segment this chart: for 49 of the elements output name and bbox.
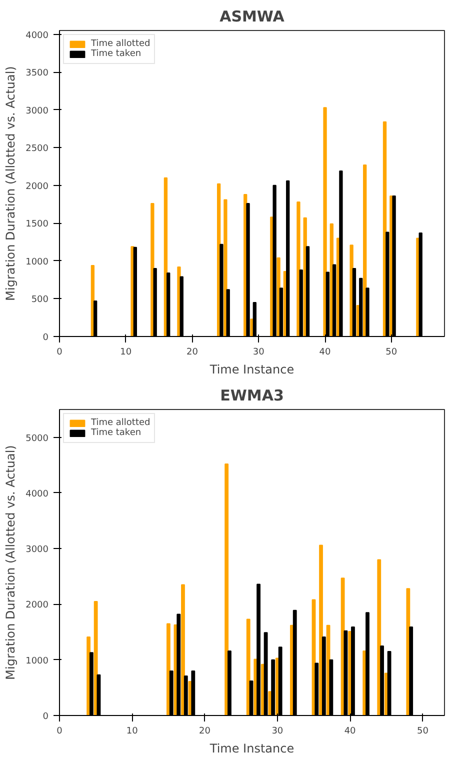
x-tick-label: 30 bbox=[272, 726, 284, 736]
legend-label: Time allotted bbox=[91, 418, 150, 428]
bar bbox=[181, 584, 185, 716]
bar bbox=[296, 202, 300, 336]
x-axis-title: Time Instance bbox=[208, 362, 294, 376]
x-tick-label: 20 bbox=[186, 348, 198, 358]
x-tick-label: 50 bbox=[416, 726, 429, 736]
y-axis-title: Migration Duration (Allotted vs. Actual) bbox=[4, 66, 18, 301]
x-tick-label: 10 bbox=[120, 348, 132, 358]
bar bbox=[224, 199, 228, 336]
legend-label: Time taken bbox=[91, 49, 142, 59]
chart-title: ASMWA bbox=[220, 8, 285, 26]
y-tick-label: 0 bbox=[42, 333, 49, 343]
chart-title: EWMA3 bbox=[220, 386, 284, 404]
y-tick-label: 4000 bbox=[26, 489, 49, 500]
bar bbox=[150, 203, 154, 336]
bar bbox=[377, 559, 382, 716]
legend-label: Time allotted bbox=[91, 39, 150, 49]
x-tick-label: 0 bbox=[56, 348, 63, 358]
y-tick-label: 2500 bbox=[26, 144, 49, 154]
bar bbox=[246, 618, 250, 716]
bar bbox=[94, 600, 98, 716]
y-tick-label: 3000 bbox=[26, 106, 49, 116]
y-tick-label: 1500 bbox=[26, 220, 49, 230]
legend-label: Time taken bbox=[91, 428, 142, 438]
x-tick-label: 0 bbox=[56, 726, 63, 736]
y-tick-label: 4000 bbox=[26, 30, 49, 41]
x-tick-label: 10 bbox=[126, 726, 138, 736]
y-tick-label: 2000 bbox=[26, 600, 49, 611]
y-axis-title: Migration Duration (Allotted vs. Actual) bbox=[4, 445, 18, 680]
bar bbox=[224, 464, 229, 716]
x-tick-label: 20 bbox=[199, 726, 211, 736]
y-tick-label: 3000 bbox=[26, 545, 49, 556]
y-tick-label: 5000 bbox=[26, 434, 49, 444]
x-tick-label: 50 bbox=[386, 348, 398, 358]
y-tick-label: 3500 bbox=[26, 68, 49, 79]
bar bbox=[166, 623, 170, 716]
bar bbox=[276, 257, 280, 336]
y-tick-label: 500 bbox=[31, 295, 49, 306]
y-tick-label: 1000 bbox=[26, 257, 49, 268]
x-axis-title: Time Instance bbox=[208, 742, 294, 756]
bar bbox=[319, 544, 323, 716]
y-tick-label: 0 bbox=[42, 712, 49, 722]
bar bbox=[323, 107, 327, 336]
x-tick-label: 40 bbox=[319, 348, 332, 358]
x-tick-label: 40 bbox=[344, 726, 356, 736]
y-tick-label: 2000 bbox=[26, 182, 49, 192]
x-tick-label: 30 bbox=[252, 348, 265, 358]
y-tick-label: 1000 bbox=[26, 656, 49, 666]
